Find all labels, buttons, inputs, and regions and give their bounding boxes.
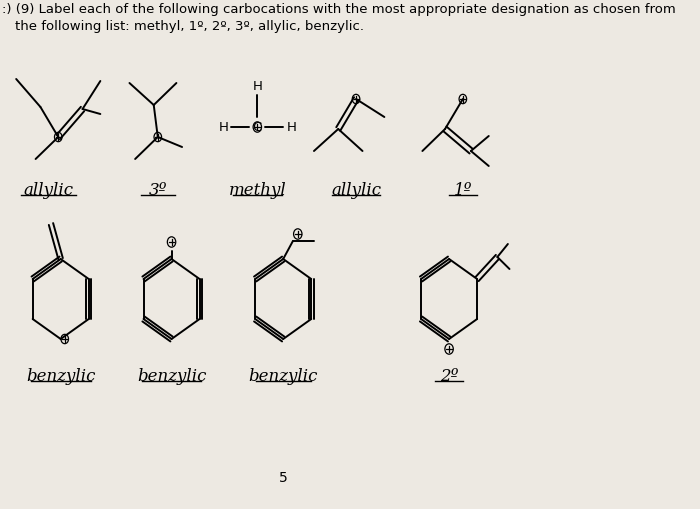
Text: H: H xyxy=(286,121,296,134)
Text: H: H xyxy=(218,121,228,134)
Text: allylic: allylic xyxy=(331,182,381,199)
Text: 5: 5 xyxy=(279,470,288,484)
Text: 2º: 2º xyxy=(440,367,459,384)
Text: 1º: 1º xyxy=(454,182,472,199)
Text: allylic: allylic xyxy=(24,182,74,199)
Text: benzylic: benzylic xyxy=(137,367,206,384)
Text: H: H xyxy=(253,79,262,92)
Text: 3º: 3º xyxy=(148,182,167,199)
Text: the following list: methyl, 1º, 2º, 3º, allylic, benzylic.: the following list: methyl, 1º, 2º, 3º, … xyxy=(15,20,363,33)
Text: benzylic: benzylic xyxy=(248,367,318,384)
Text: benzylic: benzylic xyxy=(26,367,95,384)
Text: methyl: methyl xyxy=(228,182,286,199)
Text: :) (9) Label each of the following carbocations with the most appropriate design: :) (9) Label each of the following carbo… xyxy=(2,3,676,16)
Text: C: C xyxy=(253,121,262,134)
